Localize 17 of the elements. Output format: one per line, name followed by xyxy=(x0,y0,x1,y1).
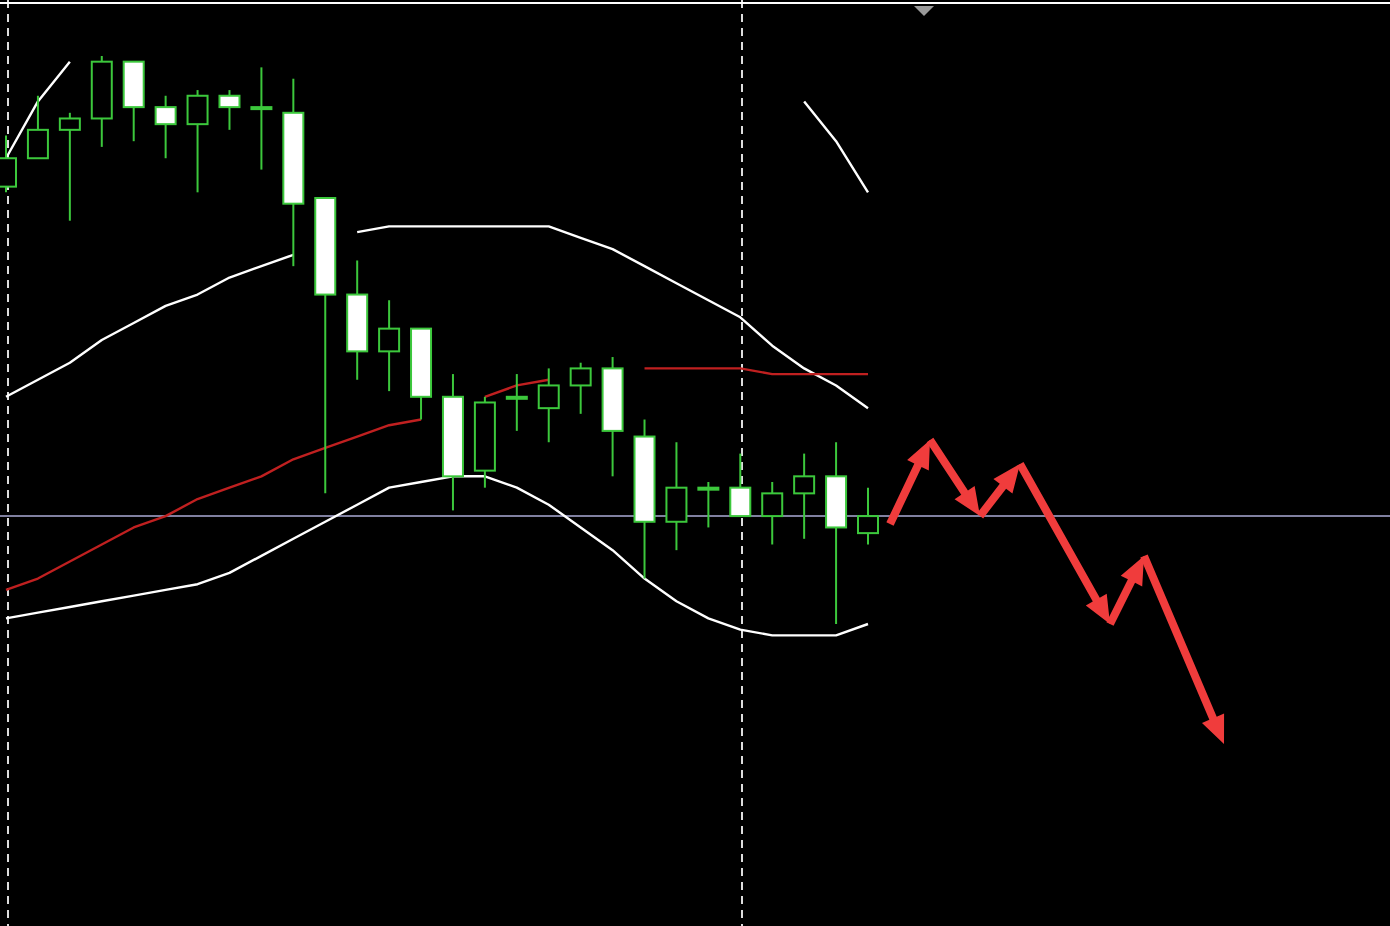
candlestick xyxy=(505,373,528,432)
candlestick xyxy=(697,481,720,529)
candlestick xyxy=(729,452,752,518)
candlestick xyxy=(186,89,209,194)
candlestick xyxy=(250,66,273,171)
candlestick xyxy=(58,111,81,222)
candlestick xyxy=(793,452,816,540)
candlestick xyxy=(761,481,784,546)
candlestick xyxy=(122,60,145,143)
candlestick xyxy=(537,367,560,444)
candlestick xyxy=(569,361,592,415)
candlestick xyxy=(665,441,688,552)
candlestick xyxy=(154,94,177,160)
candlestick xyxy=(218,89,241,131)
candlestick xyxy=(857,486,879,546)
candlestick xyxy=(26,94,49,160)
candlestick xyxy=(378,299,401,393)
